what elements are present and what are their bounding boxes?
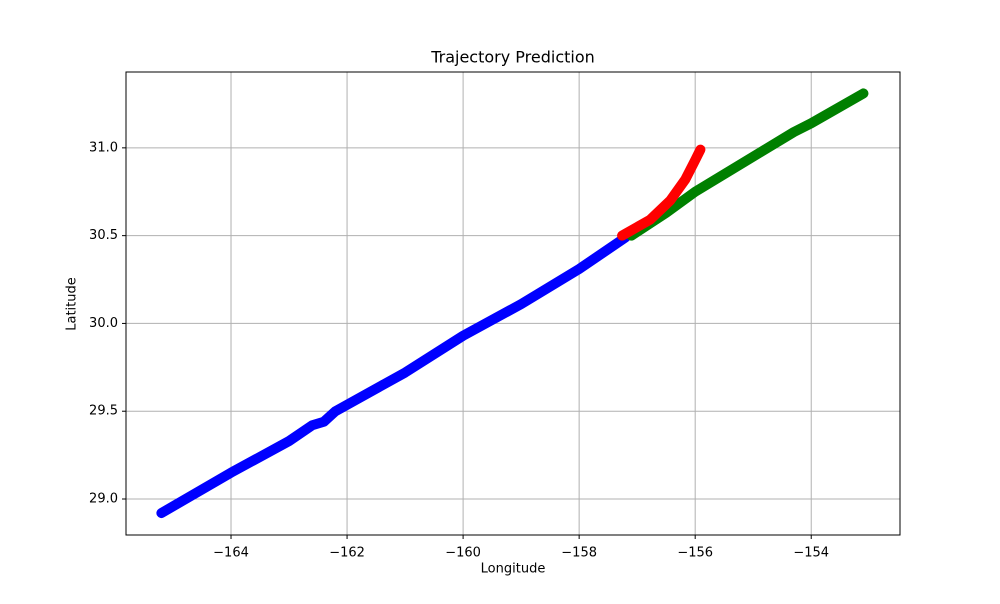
trajectory-line <box>626 88 869 241</box>
chart-title: Trajectory Prediction <box>430 48 595 67</box>
x-tick-label: −156 <box>677 546 713 561</box>
y-tick-label: 30.5 <box>89 228 118 243</box>
x-tick-label: −162 <box>329 546 365 561</box>
y-tick-label: 29.0 <box>89 492 118 507</box>
trajectory-line <box>617 144 706 241</box>
x-tick-label: −164 <box>213 546 249 561</box>
plot-frame <box>125 71 901 536</box>
x-tick-label: −158 <box>561 546 597 561</box>
trajectory-line <box>156 232 631 519</box>
x-tick-label: −154 <box>793 546 829 561</box>
x-tick-label: −160 <box>445 546 481 561</box>
y-tick-label: 30.0 <box>89 316 118 331</box>
y-tick-label: 31.0 <box>89 140 118 155</box>
y-axis-label: Latitude <box>65 277 80 331</box>
y-tick-label: 29.5 <box>89 404 118 419</box>
x-axis-label: Longitude <box>481 562 546 577</box>
